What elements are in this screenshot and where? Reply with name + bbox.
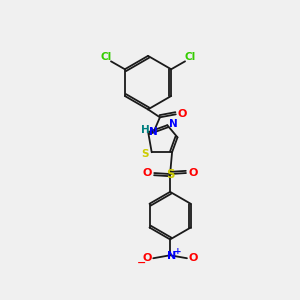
Text: N: N: [148, 127, 157, 137]
Text: O: O: [177, 109, 186, 119]
Text: +: +: [174, 247, 182, 256]
Text: H: H: [141, 125, 149, 135]
Text: Cl: Cl: [184, 52, 196, 62]
Text: S: S: [166, 167, 174, 181]
Text: Cl: Cl: [100, 52, 112, 62]
Text: O: O: [142, 253, 152, 263]
Text: N: N: [169, 119, 178, 129]
Text: O: O: [188, 253, 198, 263]
Text: N: N: [167, 251, 177, 261]
Text: O: O: [188, 168, 198, 178]
Text: −: −: [137, 258, 146, 268]
Text: S: S: [141, 149, 148, 159]
Text: O: O: [142, 168, 152, 178]
